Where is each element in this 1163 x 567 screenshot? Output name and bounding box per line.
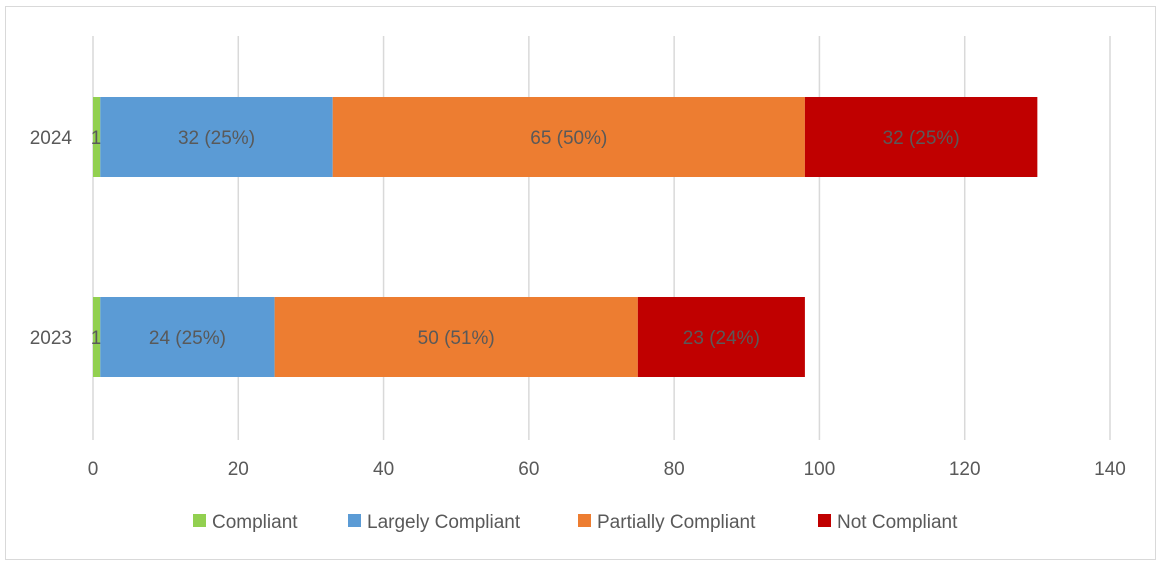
x-tick-label: 120 (949, 459, 981, 480)
x-tick-label: 40 (373, 459, 394, 480)
legend-swatch (193, 514, 206, 527)
data-label: 32 (25%) (883, 128, 960, 149)
legend-label: Compliant (212, 512, 298, 533)
bar-segment-partially-compliant (274, 297, 638, 377)
chart-frame (5, 6, 1156, 560)
bar-segment-compliant (93, 297, 101, 377)
legend-label: Partially Compliant (597, 512, 756, 533)
bar-segment-not-compliant (804, 97, 1038, 177)
bar-segment-partially-compliant (332, 97, 805, 177)
legend-label: Not Compliant (837, 512, 958, 533)
legend-swatch (818, 514, 831, 527)
x-tick-label: 140 (1094, 459, 1126, 480)
x-tick-label: 0 (88, 459, 99, 480)
x-tick-label: 100 (804, 459, 836, 480)
data-label: 1 (91, 328, 102, 349)
data-label: 50 (51%) (418, 328, 495, 349)
x-tick-label: 60 (518, 459, 539, 480)
bar-segment-not-compliant (637, 297, 805, 377)
bar-segment-largely-compliant (100, 297, 275, 377)
data-label: 24 (25%) (149, 328, 226, 349)
legend-swatch (348, 514, 361, 527)
x-tick-label: 20 (228, 459, 249, 480)
data-label: 23 (24%) (683, 328, 760, 349)
data-label: 32 (25%) (178, 128, 255, 149)
data-label: 1 (91, 128, 102, 149)
legend-swatch (578, 514, 591, 527)
x-tick-label: 80 (664, 459, 685, 480)
y-category-label: 2023 (30, 328, 72, 349)
data-label: 65 (50%) (530, 128, 607, 149)
bar-segment-largely-compliant (100, 97, 333, 177)
bar-segment-compliant (93, 97, 101, 177)
legend-label: Largely Compliant (367, 512, 521, 533)
y-category-label: 2024 (30, 128, 73, 149)
